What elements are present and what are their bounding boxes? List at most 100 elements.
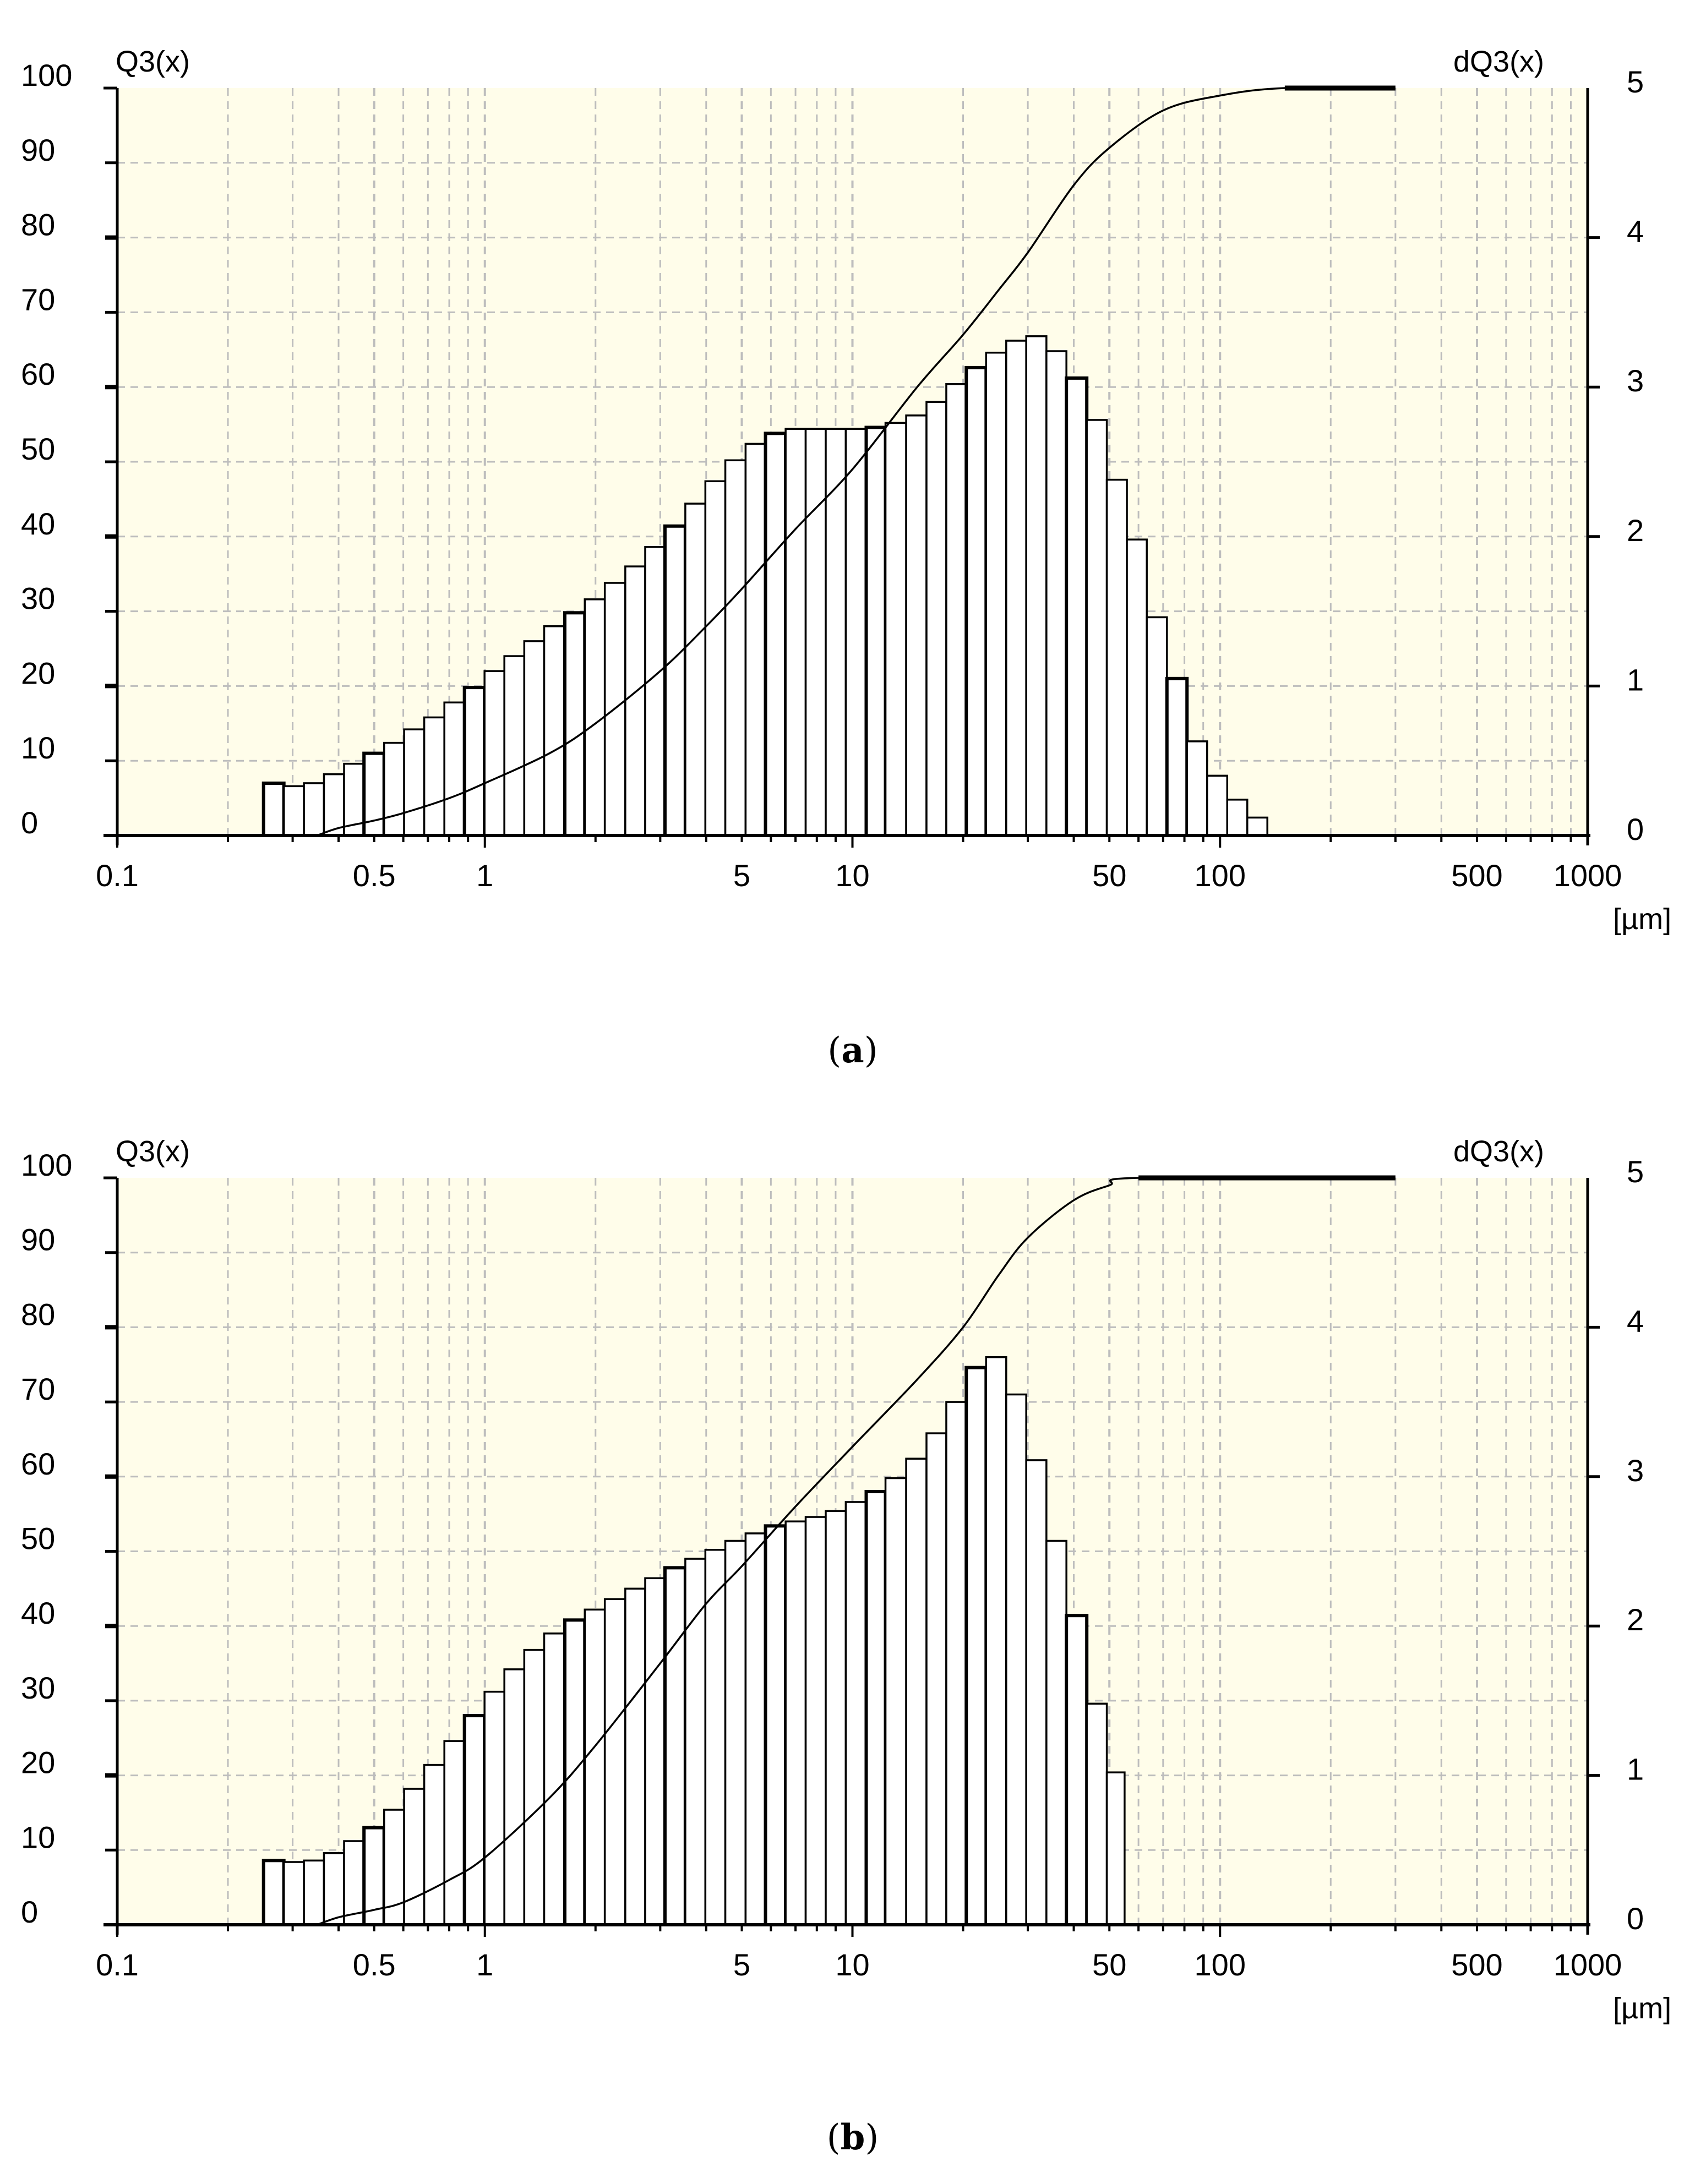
histogram-bar — [1005, 340, 1027, 837]
x-tick-label: 0.5 — [353, 1947, 396, 1982]
cumulative-curve — [317, 1176, 1396, 1926]
histogram-bar — [804, 428, 827, 837]
left-tick-label: 80 — [21, 1297, 55, 1331]
histogram-bar — [1065, 1614, 1089, 1926]
right-tick-label: 3 — [1627, 1453, 1644, 1488]
right-tick-label: 4 — [1627, 214, 1644, 249]
histogram-bar — [443, 1740, 466, 1926]
x-tick-label: 0.1 — [96, 858, 139, 893]
histogram-bar — [744, 1532, 767, 1926]
histogram-bar — [905, 414, 928, 837]
histogram-bar — [1086, 1702, 1108, 1926]
left-tick-label: 90 — [21, 133, 55, 167]
histogram-bar — [423, 716, 445, 837]
histogram-bar — [724, 1539, 747, 1926]
histogram-bar — [483, 670, 505, 837]
histogram-bar — [804, 1516, 827, 1926]
histogram-bar — [523, 640, 546, 837]
histogram-bar — [523, 1648, 546, 1926]
histogram-bar — [684, 503, 707, 837]
right-tick-label: 0 — [1627, 812, 1644, 847]
left-tick-label: 50 — [21, 432, 55, 466]
caption-letter: a — [841, 1030, 864, 1071]
x-unit-label: [µm] — [1613, 1992, 1671, 2025]
histogram-bar — [462, 686, 487, 837]
histogram-bar — [1045, 350, 1067, 837]
histogram-bar — [1065, 376, 1089, 837]
histogram-bar — [784, 428, 807, 837]
histogram-bar — [1165, 676, 1189, 837]
x-unit-label: [µm] — [1613, 903, 1671, 936]
x-tick-label: 100 — [1195, 858, 1246, 893]
histogram-bar — [1105, 1771, 1126, 1926]
histogram-bar — [282, 785, 305, 837]
chart-panel-b: 0 10 20 30 40 50 60 70 80 90 100 0 1 2 3 4 5 0.1 0.5 1 5 10… — [21, 1135, 1671, 2158]
left-tick-label: 40 — [21, 506, 55, 541]
right-axis-label: dQ3(x) — [1453, 1135, 1544, 1168]
histogram-bar — [724, 459, 747, 837]
histogram-bar — [844, 428, 868, 837]
histogram-bar — [303, 782, 325, 837]
x-tick-label: 5 — [733, 1947, 750, 1982]
right-tick-label: 5 — [1627, 64, 1644, 99]
histogram-bar — [844, 1501, 868, 1926]
x-tick-label: 1 — [476, 858, 493, 893]
right-tick-label: 2 — [1627, 1602, 1644, 1637]
x-tick-label: 1000 — [1554, 858, 1622, 893]
x-tick-label: 1 — [476, 1947, 493, 1982]
panel-caption: (a) — [827, 1030, 877, 1071]
right-tick-label: 0 — [1627, 1901, 1644, 1936]
left-tick-label: 90 — [21, 1222, 55, 1257]
left-axis-label: Q3(x) — [116, 45, 190, 78]
histogram-bar — [1025, 335, 1048, 837]
left-tick-label: 100 — [21, 1148, 72, 1182]
histogram-bar — [261, 781, 286, 837]
histogram-bar — [1246, 816, 1268, 837]
histogram-bar — [1146, 616, 1168, 837]
histogram-bar — [1045, 1539, 1067, 1926]
x-tick-label: 0.5 — [353, 858, 396, 893]
histogram-bar — [925, 401, 947, 837]
histogram-bar — [624, 1587, 646, 1926]
histogram-bar — [624, 565, 646, 837]
histogram-bar — [362, 751, 386, 837]
right-axis-ticks: 0 1 2 3 4 5 — [1627, 1154, 1644, 1936]
histogram-bar — [1186, 740, 1208, 837]
histogram-bar — [784, 1520, 807, 1926]
x-axis-ticks: 0.1 0.5 1 5 10 50 100 500 1000 — [96, 1947, 1622, 1982]
left-axis-ticks: 0 10 20 30 40 50 60 70 80 90 100 — [21, 1148, 72, 1929]
histogram-bar — [462, 1714, 487, 1927]
left-tick-label: 80 — [21, 208, 55, 242]
right-tick-label: 2 — [1627, 513, 1644, 548]
histogram-bar — [985, 1356, 1007, 1926]
left-axis-ticks: 0 10 20 30 40 50 60 70 80 90 100 — [21, 58, 72, 840]
histogram-bar — [644, 1577, 666, 1926]
chart-panel-a: 0 10 20 30 40 50 60 70 80 90 100 0 1 2 3 4 5 0.1 0.5 1 5 10… — [21, 45, 1671, 1071]
left-tick-label: 0 — [21, 1894, 38, 1929]
histogram-bar — [584, 598, 606, 837]
histogram-bar — [764, 432, 788, 837]
x-axis-ticks: 0.1 0.5 1 5 10 50 100 500 1000 — [96, 858, 1622, 893]
left-axis-label: Q3(x) — [116, 1135, 190, 1168]
histogram-bar — [584, 1608, 606, 1926]
histogram-bar — [543, 1632, 566, 1926]
left-tick-label: 30 — [21, 1670, 55, 1705]
histogram-bar — [503, 655, 526, 837]
histogram-bar — [1206, 774, 1229, 837]
histogram-bar — [985, 351, 1007, 837]
x-tick-label: 10 — [835, 858, 869, 893]
histogram-bar — [323, 1852, 345, 1926]
x-tick-label: 500 — [1451, 1947, 1502, 1982]
histogram-bar — [964, 365, 988, 837]
histogram-bar — [663, 524, 687, 837]
histogram-bar — [884, 422, 907, 837]
right-axis-label: dQ3(x) — [1453, 45, 1544, 78]
right-axis-ticks: 0 1 2 3 4 5 — [1627, 64, 1644, 847]
x-tick-label: 50 — [1092, 1947, 1126, 1982]
left-tick-label: 0 — [21, 805, 38, 840]
x-tick-label: 5 — [733, 858, 750, 893]
cumulative-curve — [317, 86, 1396, 837]
histogram-bar — [884, 1477, 907, 1926]
histogram-bar — [945, 383, 968, 837]
